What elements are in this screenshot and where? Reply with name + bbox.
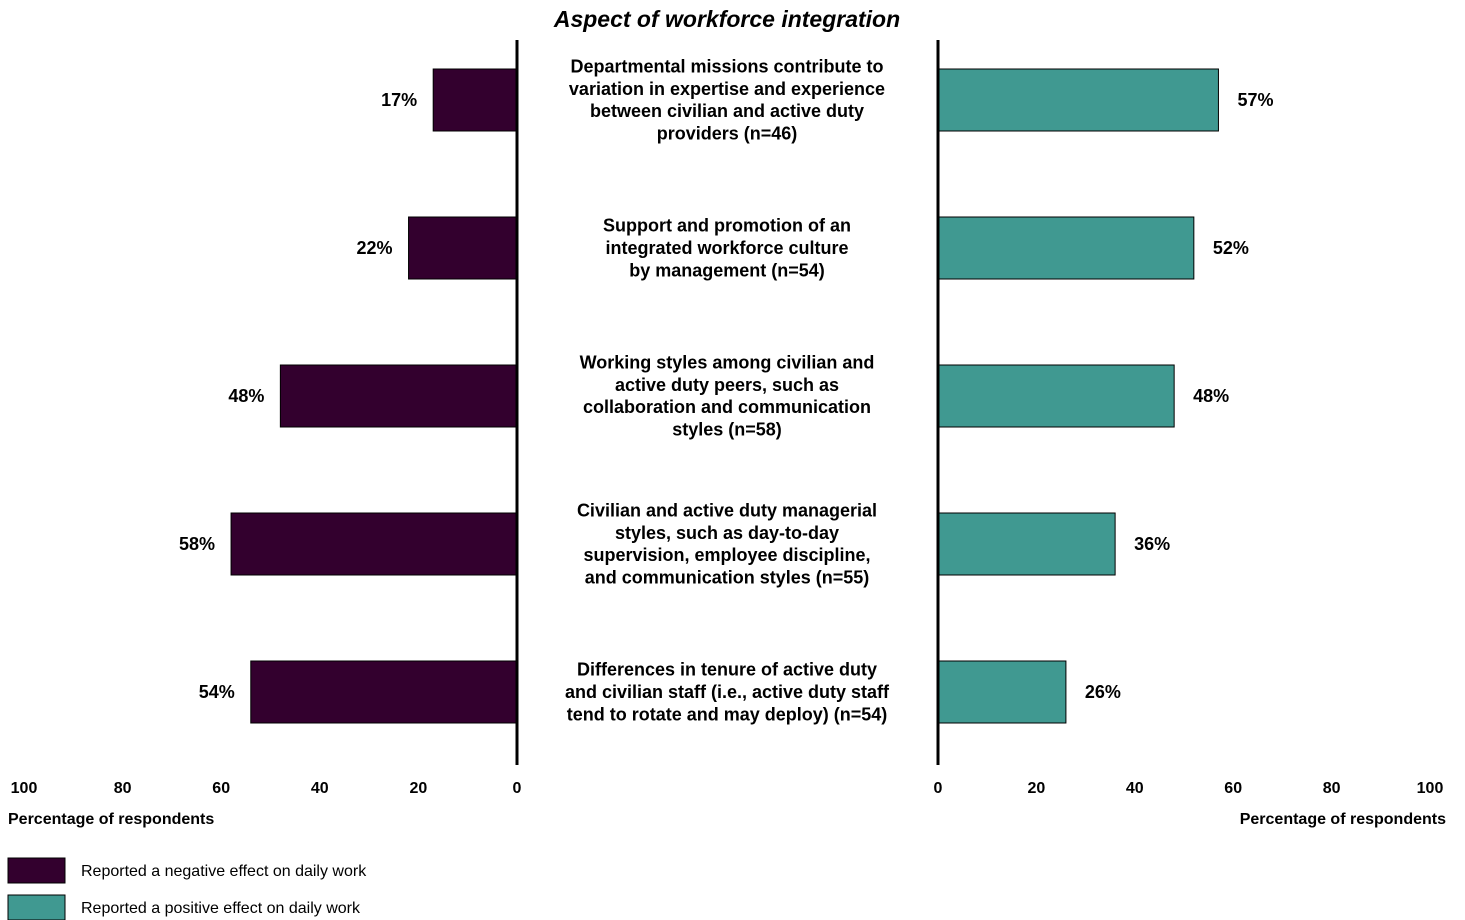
category-label: Support and promotion of an integrated wo…	[603, 216, 851, 281]
right-tick-label: 80	[1323, 780, 1341, 797]
positive-bars	[937, 68, 1219, 724]
left-tick-label: 40	[311, 780, 329, 797]
right-tick-label: 60	[1224, 780, 1242, 797]
legend-swatch-negative	[7, 857, 66, 884]
bar-negative	[279, 364, 518, 428]
left-tick-label: 0	[513, 780, 522, 797]
right-tick-label: 20	[1028, 780, 1046, 797]
bar-negative	[250, 660, 518, 724]
bar-positive	[937, 364, 1175, 428]
category-label: Differences in tenure of active duty and …	[565, 660, 890, 725]
left-axis-ticks: 100 80 60 40 20 0	[11, 780, 522, 797]
value-label-positive: 48%	[1193, 386, 1229, 406]
value-label-negative: 22%	[357, 238, 393, 258]
value-label-positive: 36%	[1134, 534, 1170, 554]
legend-swatch-positive	[7, 894, 66, 920]
bar-positive	[937, 512, 1116, 576]
value-label-positive: 57%	[1237, 90, 1273, 110]
value-label-negative: 58%	[179, 534, 215, 554]
value-label-negative: 17%	[381, 90, 417, 110]
value-labels: 17% 57% 22% 52% 48% 48% 58% 36% 54% 26%	[179, 90, 1273, 702]
left-tick-label: 100	[11, 780, 38, 797]
category-label: Civilian and active duty managerial style…	[577, 501, 877, 588]
legend-label-positive: Reported a positive effect on daily work	[81, 900, 361, 917]
right-axis-ticks: 0 20 40 60 80 100	[934, 780, 1444, 797]
right-tick-label: 100	[1417, 780, 1444, 797]
bar-positive	[937, 68, 1219, 132]
value-label-positive: 52%	[1213, 238, 1249, 258]
category-labels: Departmental missions contribute to varia…	[565, 57, 890, 725]
left-tick-label: 80	[114, 780, 132, 797]
value-label-negative: 48%	[228, 386, 264, 406]
right-axis-label: Percentage of respondents	[1240, 811, 1446, 828]
value-label-negative: 54%	[199, 682, 235, 702]
left-tick-label: 20	[410, 780, 428, 797]
bar-negative	[432, 68, 518, 132]
bar-positive	[937, 660, 1067, 724]
legend: Reported a negative effect on daily work…	[7, 857, 367, 920]
category-label: Working styles among civilian and active …	[580, 353, 875, 440]
bar-positive	[937, 216, 1195, 280]
value-label-positive: 26%	[1085, 682, 1121, 702]
bar-negative	[408, 216, 518, 280]
bar-negative	[230, 512, 518, 576]
left-axis-label: Percentage of respondents	[8, 811, 214, 828]
left-tick-label: 60	[212, 780, 230, 797]
legend-label-negative: Reported a negative effect on daily work	[81, 863, 367, 880]
right-tick-label: 0	[934, 780, 943, 797]
negative-bars	[230, 68, 518, 724]
right-tick-label: 40	[1126, 780, 1144, 797]
chart-title: Aspect of workforce integration	[553, 6, 900, 32]
category-label: Departmental missions contribute to varia…	[569, 57, 885, 144]
